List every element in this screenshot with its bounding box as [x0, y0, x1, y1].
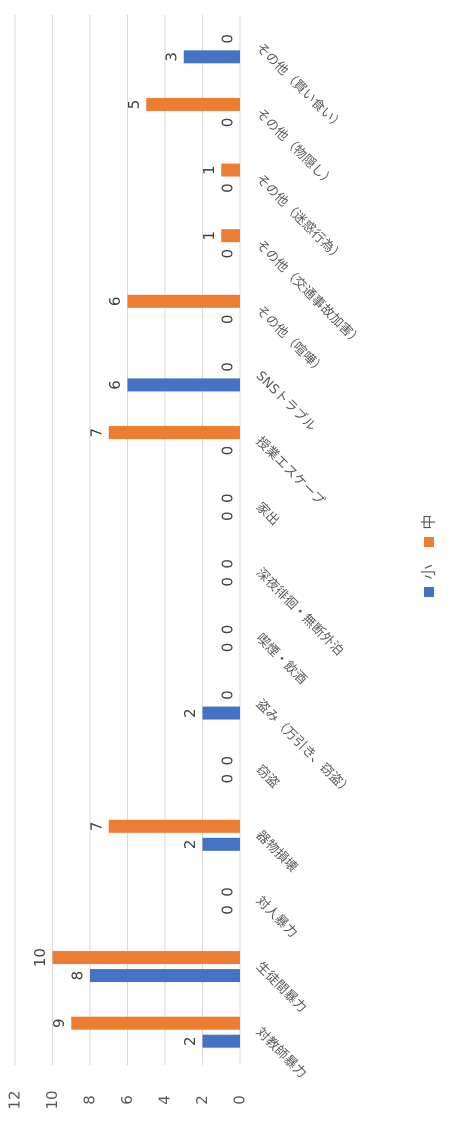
bar — [52, 951, 240, 965]
x-tick-label: SNSトラブル — [253, 368, 320, 435]
value-label: 0 — [219, 446, 237, 456]
bar — [221, 229, 240, 243]
value-label: 0 — [219, 643, 237, 653]
x-tick-label: 窃盗 — [253, 762, 283, 792]
bar — [108, 819, 240, 833]
bar — [146, 97, 240, 111]
value-label: 0 — [219, 249, 237, 259]
legend-swatch — [424, 537, 434, 547]
x-tick-label: 対教師暴力 — [253, 1024, 310, 1081]
value-label: 2 — [181, 840, 199, 850]
y-tick-label: 10 — [43, 1090, 61, 1109]
y-tick-label: 8 — [81, 1095, 99, 1105]
value-label: 6 — [106, 297, 124, 307]
value-label: 0 — [219, 183, 237, 193]
value-label: 1 — [200, 231, 218, 241]
bar — [202, 1034, 240, 1048]
value-label: 0 — [219, 690, 237, 700]
x-tick-label: 対人暴力 — [253, 894, 300, 941]
y-tick-label: 2 — [193, 1095, 211, 1105]
value-label: 0 — [219, 511, 237, 521]
x-tick-label: 家出 — [253, 499, 283, 529]
bar — [127, 378, 240, 392]
value-label: 8 — [69, 971, 87, 981]
value-label: 0 — [219, 118, 237, 128]
bar — [183, 50, 240, 64]
legend-label: 中 — [420, 514, 438, 529]
x-tick-label: 生徒間暴力 — [253, 959, 310, 1016]
bar — [221, 163, 240, 177]
y-tick-label: 12 — [6, 1090, 24, 1109]
bar — [71, 1016, 240, 1030]
value-label: 0 — [219, 559, 237, 569]
value-label: 5 — [125, 100, 143, 110]
y-tick-label: 6 — [118, 1095, 136, 1105]
value-label: 0 — [219, 362, 237, 372]
bar — [127, 294, 240, 308]
value-label: 7 — [87, 822, 105, 832]
bar — [202, 706, 240, 720]
value-label: 6 — [106, 380, 124, 390]
value-label: 0 — [219, 625, 237, 635]
value-label: 2 — [181, 1036, 199, 1046]
value-label: 10 — [31, 948, 49, 967]
x-tick-label: 授業エスケープ — [253, 434, 328, 509]
value-label: 9 — [50, 1018, 68, 1028]
bar — [202, 837, 240, 851]
y-tick-label: 4 — [156, 1095, 174, 1105]
x-tick-label: その他（喧嘩） — [253, 303, 328, 378]
legend-swatch — [424, 587, 434, 597]
value-label: 0 — [219, 756, 237, 766]
x-tick-label: その他（交通事故加害） — [253, 237, 365, 349]
value-label: 0 — [219, 577, 237, 587]
value-label: 2 — [181, 708, 199, 718]
value-label: 0 — [219, 774, 237, 784]
value-label: 0 — [219, 887, 237, 897]
value-label: 3 — [162, 52, 180, 62]
value-label: 0 — [219, 315, 237, 325]
x-tick-label: 器物損壊 — [253, 828, 300, 875]
legend-label: 小 — [420, 564, 438, 579]
y-tick-label: 0 — [231, 1095, 249, 1105]
bar — [108, 426, 240, 440]
value-label: 0 — [219, 34, 237, 44]
value-label: 0 — [219, 905, 237, 915]
value-label: 7 — [87, 428, 105, 438]
value-label: 1 — [200, 165, 218, 175]
value-label: 0 — [219, 493, 237, 503]
bar — [90, 969, 240, 983]
x-tick-label: 喫煙・飲酒 — [253, 630, 310, 687]
